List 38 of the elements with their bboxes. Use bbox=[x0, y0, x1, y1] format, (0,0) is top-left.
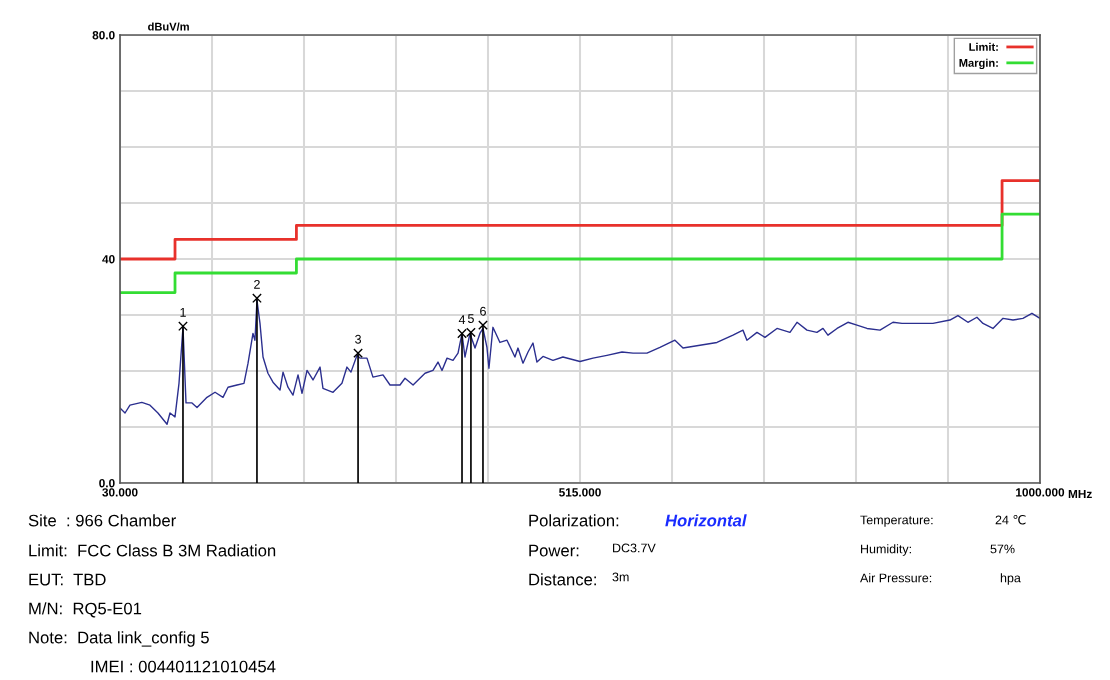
annotation: 6 bbox=[480, 306, 486, 316]
text: EUT: TBD bbox=[29, 573, 106, 586]
text: 3m bbox=[612, 572, 629, 582]
text: Air Pressure: bbox=[860, 573, 932, 583]
text: Power: bbox=[529, 544, 579, 557]
point bbox=[252, 293, 262, 304]
text: 57% bbox=[990, 544, 1015, 554]
point bbox=[353, 348, 363, 358]
text: DC3.7V bbox=[613, 543, 656, 553]
text: 24 ℃ bbox=[995, 514, 1026, 525]
annotation: 5 bbox=[467, 314, 474, 323]
point bbox=[478, 320, 488, 330]
x-tick-label: 515.000 bbox=[559, 488, 601, 497]
point bbox=[178, 321, 188, 332]
y-axis-title: dBuV/m bbox=[148, 22, 189, 31]
text: Limit: FCC Class B 3M Radiation bbox=[29, 544, 276, 557]
text: Horizontal bbox=[665, 514, 747, 527]
y-tick-label: 80.0 bbox=[92, 31, 115, 40]
x-tick-label: 30.000 bbox=[102, 488, 138, 497]
y-tick-label: 40 bbox=[102, 255, 115, 264]
text: M/N: RQ5-E01 bbox=[29, 602, 142, 618]
text: Humidity: bbox=[861, 544, 911, 556]
x-tick-label: 1000.000 bbox=[1016, 488, 1065, 497]
text: Site : 966 Chamber bbox=[28, 514, 176, 527]
text: Distance: bbox=[529, 573, 596, 586]
annotation: 1 bbox=[180, 308, 186, 317]
text: Polarization: bbox=[529, 514, 619, 527]
text: Note: Data link_config 5 bbox=[29, 631, 209, 647]
annotation: 3 bbox=[355, 334, 361, 344]
legend-label: Limit: bbox=[969, 42, 998, 51]
annotation: 2 bbox=[254, 279, 260, 289]
text: hpa bbox=[1000, 573, 1021, 585]
text: IMEI : 004401121010454 bbox=[91, 660, 276, 673]
legend-label: Margin: bbox=[959, 58, 998, 70]
y-tick-label: 0.0 bbox=[99, 479, 115, 488]
annotation: 4 bbox=[458, 315, 466, 324]
text: Temperature: bbox=[860, 515, 933, 527]
x-axis-title: MHz bbox=[1068, 489, 1092, 499]
